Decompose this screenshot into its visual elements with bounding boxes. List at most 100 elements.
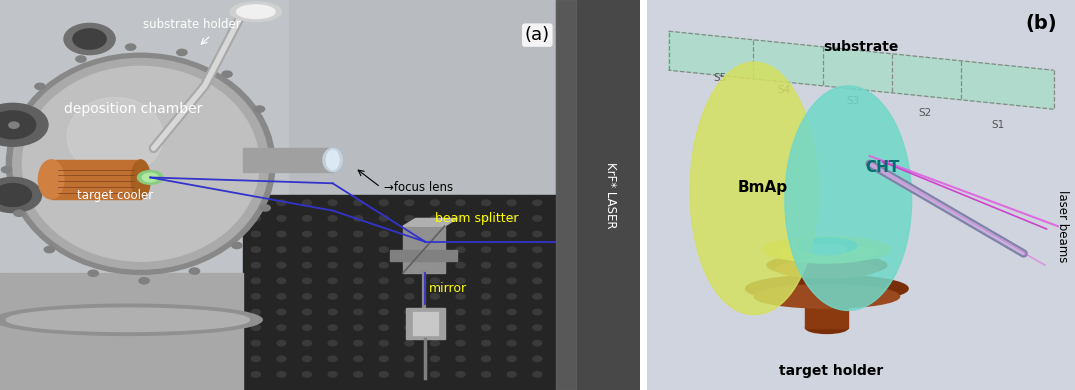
Circle shape [252, 278, 260, 284]
Circle shape [44, 246, 55, 253]
Circle shape [252, 309, 260, 315]
Circle shape [430, 325, 440, 330]
Circle shape [482, 356, 490, 362]
Circle shape [456, 231, 465, 237]
Circle shape [405, 262, 414, 268]
Circle shape [328, 200, 338, 206]
Circle shape [507, 216, 516, 221]
Circle shape [0, 184, 31, 206]
Circle shape [277, 356, 286, 362]
Circle shape [379, 309, 388, 315]
Text: S4: S4 [777, 85, 791, 95]
Circle shape [482, 294, 490, 299]
Ellipse shape [322, 148, 342, 172]
Circle shape [533, 216, 542, 221]
Circle shape [379, 294, 388, 299]
Circle shape [533, 325, 542, 330]
Text: deposition chamber: deposition chamber [64, 102, 202, 116]
Circle shape [277, 247, 286, 252]
Ellipse shape [6, 53, 275, 275]
Circle shape [76, 56, 86, 62]
Circle shape [482, 216, 490, 221]
Circle shape [354, 356, 362, 362]
Circle shape [456, 372, 465, 377]
Circle shape [354, 216, 362, 221]
Circle shape [302, 262, 312, 268]
Circle shape [430, 247, 440, 252]
Polygon shape [403, 226, 445, 273]
Circle shape [456, 278, 465, 284]
Circle shape [328, 278, 338, 284]
Polygon shape [243, 195, 557, 390]
Ellipse shape [142, 173, 158, 182]
Circle shape [482, 278, 490, 284]
Text: (b): (b) [1024, 14, 1057, 33]
Circle shape [405, 325, 414, 330]
Circle shape [533, 294, 542, 299]
Circle shape [302, 309, 312, 315]
Circle shape [277, 340, 286, 346]
Circle shape [379, 231, 388, 237]
Circle shape [456, 340, 465, 346]
Circle shape [354, 372, 362, 377]
Circle shape [302, 340, 312, 346]
Circle shape [328, 247, 338, 252]
Circle shape [328, 325, 338, 330]
Polygon shape [52, 160, 141, 199]
Polygon shape [557, 0, 576, 390]
Circle shape [277, 372, 286, 377]
Circle shape [379, 356, 388, 362]
Circle shape [533, 340, 542, 346]
Circle shape [232, 242, 242, 248]
Text: mirror: mirror [429, 282, 467, 295]
Ellipse shape [779, 244, 874, 263]
Circle shape [73, 29, 106, 49]
Ellipse shape [39, 160, 64, 199]
Text: CHT: CHT [865, 160, 900, 175]
Circle shape [252, 325, 260, 330]
Circle shape [507, 309, 516, 315]
Circle shape [482, 325, 490, 330]
Circle shape [302, 294, 312, 299]
Circle shape [456, 247, 465, 252]
Polygon shape [0, 273, 243, 390]
Circle shape [1, 167, 12, 173]
Circle shape [405, 231, 414, 237]
Circle shape [533, 247, 542, 252]
Circle shape [354, 340, 362, 346]
Circle shape [302, 200, 312, 206]
Polygon shape [403, 218, 457, 226]
Circle shape [0, 111, 35, 139]
Circle shape [328, 309, 338, 315]
Circle shape [456, 216, 465, 221]
Circle shape [507, 294, 516, 299]
Circle shape [328, 262, 338, 268]
Polygon shape [647, 0, 1075, 390]
Text: substrate holder: substrate holder [143, 18, 241, 31]
Ellipse shape [131, 160, 151, 199]
Circle shape [379, 372, 388, 377]
Ellipse shape [807, 244, 846, 255]
Circle shape [9, 122, 19, 128]
Polygon shape [785, 86, 912, 310]
Circle shape [252, 372, 260, 377]
Circle shape [379, 325, 388, 330]
Circle shape [507, 340, 516, 346]
Circle shape [379, 247, 388, 252]
Text: target cooler: target cooler [76, 188, 153, 202]
Circle shape [302, 247, 312, 252]
Circle shape [482, 231, 490, 237]
Circle shape [252, 294, 260, 299]
Circle shape [482, 262, 490, 268]
Circle shape [533, 262, 542, 268]
Circle shape [533, 231, 542, 237]
Circle shape [507, 372, 516, 377]
Polygon shape [390, 250, 457, 261]
Circle shape [302, 216, 312, 221]
Polygon shape [413, 312, 439, 335]
Circle shape [88, 270, 98, 277]
Circle shape [277, 231, 286, 237]
Circle shape [482, 372, 490, 377]
Circle shape [405, 372, 414, 377]
Circle shape [430, 278, 440, 284]
